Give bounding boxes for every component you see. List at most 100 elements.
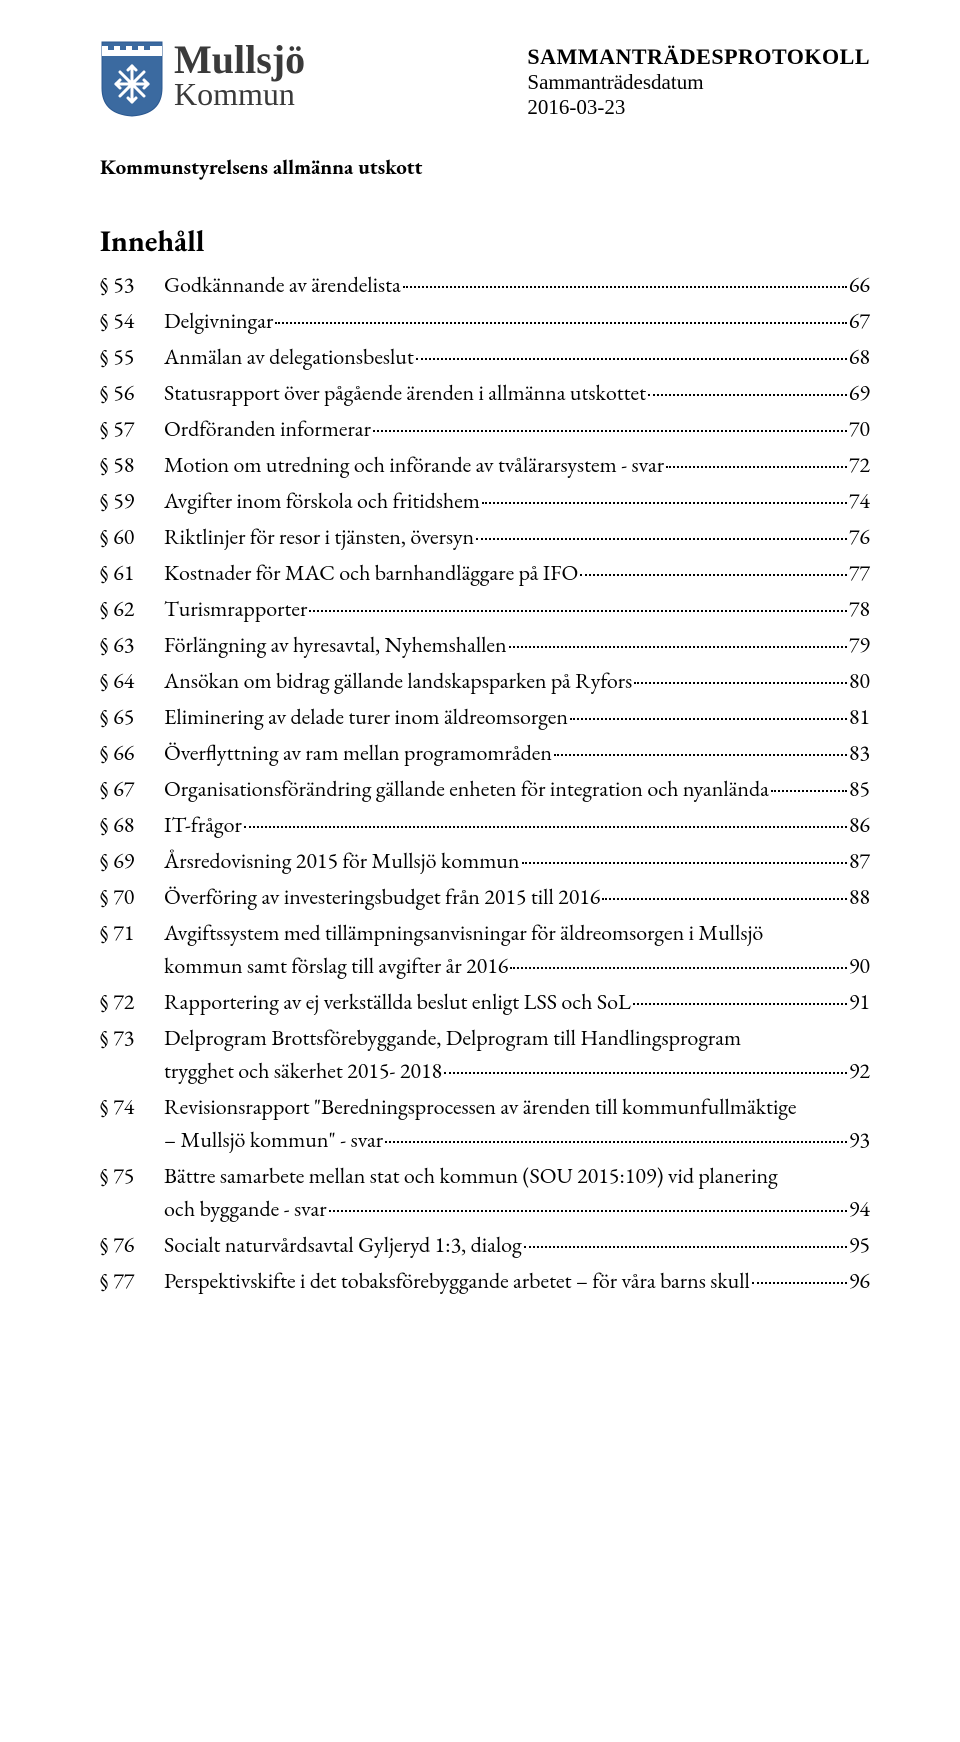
toc-page-number: 96 [849,1264,870,1297]
toc-title-text: Anmälan av delegationsbeslut [164,340,414,373]
toc-title-last-line: och byggande - svar94 [164,1192,870,1225]
toc-title-last-line: Delgivningar67 [164,304,870,337]
brand-name-top: Mullsjö [174,40,305,80]
toc-row: § 76Socialt naturvårdsavtal Gyljeryd 1:3… [100,1228,870,1261]
dot-leader [752,1282,847,1284]
toc-title-last-line: Perspektivskifte i det tobaksförebyggand… [164,1264,870,1297]
section-number: § 55 [100,340,164,373]
toc-page-number: 72 [849,448,870,481]
section-number: § 67 [100,772,164,805]
page: Mullsjö Kommun SAMMANTRÄDESPROTOKOLL Sam… [0,0,960,1360]
dot-leader [666,466,847,468]
toc-title-last-line: Motion om utredning och införande av två… [164,448,870,481]
section-number: § 56 [100,376,164,409]
toc-title-text: kommun samt förslag till avgifter år 201… [164,949,508,982]
toc-row: § 70Överföring av investeringsbudget frå… [100,880,870,913]
toc-row: § 73Delprogram Brottsförebyggande, Delpr… [100,1021,870,1087]
brand: Mullsjö Kommun [100,40,305,118]
toc-row: § 67Organisationsförändring gällande enh… [100,772,870,805]
toc-title: Förlängning av hyresavtal, Nyhemshallen 7… [164,628,870,661]
section-number: § 63 [100,628,164,661]
section-number: § 69 [100,844,164,877]
toc-title-text: Perspektivskifte i det tobaksförebyggand… [164,1264,750,1297]
section-number: § 58 [100,448,164,481]
dot-leader [771,790,847,792]
toc-title-text: Motion om utredning och införande av två… [164,448,664,481]
toc-title: Anmälan av delegationsbeslut68 [164,340,870,373]
toc-title-last-line: Socialt naturvårdsavtal Gyljeryd 1:3, di… [164,1228,870,1261]
toc-page-number: 76 [849,520,870,553]
toc-page-number: 67 [849,304,870,337]
toc-title: Delgivningar67 [164,304,870,337]
dot-leader [403,286,847,288]
toc-title-text: Riktlinjer för resor i tjänsten, översyn [164,520,474,553]
toc-row: § 54Delgivningar67 [100,304,870,337]
toc-title-last-line: Organisationsförändring gällande enheten… [164,772,870,805]
toc-title-text: Överföring av investeringsbudget från 20… [164,880,600,913]
toc-row: § 75Bättre samarbete mellan stat och kom… [100,1159,870,1225]
toc-title-last-line: Statusrapport över pågående ärenden i al… [164,376,870,409]
toc-page-number: 78 [849,592,870,625]
toc-title: Ordföranden informerar70 [164,412,870,445]
toc-page-number: 93 [849,1123,870,1156]
toc-title-last-line: Överföring av investeringsbudget från 20… [164,880,870,913]
toc-row: § 55Anmälan av delegationsbeslut68 [100,340,870,373]
section-number: § 71 [100,916,164,949]
toc-title-text: IT-frågor [164,808,242,841]
section-number: § 54 [100,304,164,337]
toc-row: § 62Turismrapporter78 [100,592,870,625]
section-number: § 73 [100,1021,164,1054]
toc-title-text: Statusrapport över pågående ärenden i al… [164,376,646,409]
toc-title: IT-frågor86 [164,808,870,841]
toc-title-last-line: Ansökan om bidrag gällande landskapspark… [164,664,870,697]
toc-title-line: Delprogram Brottsförebyggande, Delprogra… [164,1021,870,1054]
document-title: SAMMANTRÄDESPROTOKOLL [527,44,870,70]
toc-title-last-line: kommun samt förslag till avgifter år 201… [164,949,870,982]
section-number: § 74 [100,1090,164,1123]
dot-leader [476,538,847,540]
toc-title: Statusrapport över pågående ärenden i al… [164,376,870,409]
toc-title-text: Socialt naturvårdsavtal Gyljeryd 1:3, di… [164,1228,522,1261]
toc-row: § 58Motion om utredning och införande av… [100,448,870,481]
header: Mullsjö Kommun SAMMANTRÄDESPROTOKOLL Sam… [100,40,870,120]
dot-leader [373,430,847,432]
toc-title-text: och byggande - svar [164,1192,327,1225]
toc-row: § 63Förlängning av hyresavtal, Nyhemshal… [100,628,870,661]
toc-title-last-line: Avgifter inom förskola och fritidshem74 [164,484,870,517]
toc-page-number: 69 [849,376,870,409]
committee-name: Kommunstyrelsens allmänna utskott [100,154,870,181]
toc-title-last-line: Förlängning av hyresavtal, Nyhemshallen 7… [164,628,870,661]
toc-row: § 56Statusrapport över pågående ärenden … [100,376,870,409]
toc-title-last-line: IT-frågor86 [164,808,870,841]
toc-row: § 60Riktlinjer för resor i tjänsten, öve… [100,520,870,553]
section-number: § 57 [100,412,164,445]
toc-title-last-line: Kostnader för MAC och barnhandläggare på… [164,556,870,589]
toc-title-text: Förlängning av hyresavtal, Nyhemshallen [164,628,507,661]
dot-leader [602,898,847,900]
toc-title: Överföring av investeringsbudget från 20… [164,880,870,913]
content-heading: Innehåll [100,221,870,260]
toc-row: § 64Ansökan om bidrag gällande landskaps… [100,664,870,697]
dot-leader [385,1141,847,1143]
toc-title: Riktlinjer för resor i tjänsten, översyn… [164,520,870,553]
toc-title-last-line: Överflyttning av ram mellan programområd… [164,736,870,769]
toc-title-last-line: Rapportering av ej verkställda beslut en… [164,985,870,1018]
dot-leader [482,502,847,504]
toc-page-number: 77 [849,556,870,589]
toc-page-number: 74 [849,484,870,517]
dot-leader [580,574,847,576]
toc-title-last-line: Riktlinjer för resor i tjänsten, översyn… [164,520,870,553]
toc-row: § 53Godkännande av ärendelista66 [100,268,870,301]
toc-title-last-line: Anmälan av delegationsbeslut68 [164,340,870,373]
toc-page-number: 79 [849,628,870,661]
brand-name-bottom: Kommun [174,78,305,110]
toc-page-number: 80 [849,664,870,697]
toc-title-text: Kostnader för MAC och barnhandläggare på… [164,556,578,589]
toc-title-text: Överflyttning av ram mellan programområd… [164,736,552,769]
toc-title-last-line: Turismrapporter 78 [164,592,870,625]
section-number: § 68 [100,808,164,841]
toc-title: Socialt naturvårdsavtal Gyljeryd 1:3, di… [164,1228,870,1261]
section-number: § 75 [100,1159,164,1192]
toc-title-text: Turismrapporter [164,592,307,625]
toc-row: § 66Överflyttning av ram mellan programo… [100,736,870,769]
